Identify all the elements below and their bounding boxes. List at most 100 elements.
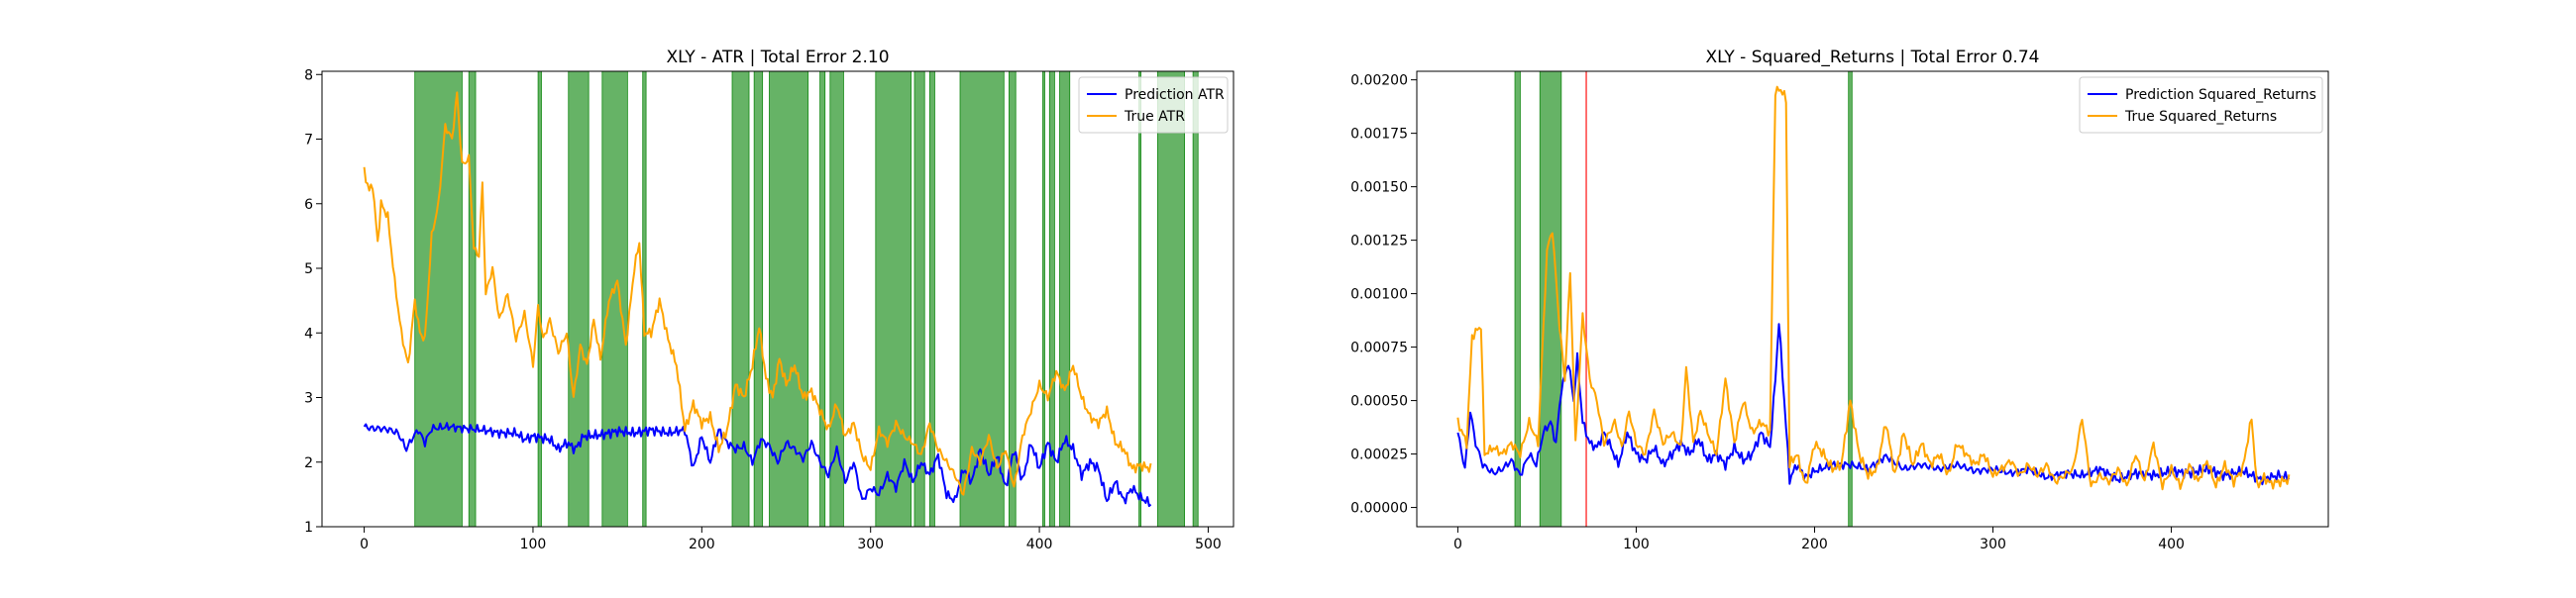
y-tick: 0.00000 [1350, 501, 1417, 517]
legend-frame [1078, 76, 1229, 134]
x-tick-label: 0 [360, 537, 369, 552]
shaded-region [753, 71, 764, 527]
shaded-region [913, 71, 925, 527]
legend-label: True Squared_Returns [2124, 109, 2277, 125]
x-tick-label: 400 [2158, 537, 2185, 552]
shaded-region [959, 71, 1005, 527]
shaded-region [928, 71, 935, 527]
y-tick: 1 [304, 520, 322, 536]
shaded-region [1048, 71, 1055, 527]
shaded-region [829, 71, 844, 527]
x-tick: 500 [1195, 527, 1222, 552]
y-tick-label: 0.00075 [1350, 341, 1408, 356]
legend: Prediction Squared_Returns True Squared_R… [2079, 76, 2323, 134]
y-tick: 4 [304, 326, 322, 342]
shaded-region [1156, 71, 1185, 527]
series-line-true [1456, 85, 2291, 491]
shaded-region [414, 71, 463, 527]
x-tick: 400 [2158, 527, 2185, 552]
x-tick: 200 [1801, 527, 1828, 552]
atr-chart: XLY - ATR | Total Error 2.10 0 100 200 300 4… [304, 48, 1234, 552]
x-tick: 400 [1026, 527, 1053, 552]
x-tick-label: 300 [857, 537, 884, 552]
y-tick-label: 4 [304, 326, 313, 342]
y-tick-label: 0.00150 [1350, 180, 1408, 196]
x-tick-label: 100 [520, 537, 547, 552]
y-tick: 8 [304, 67, 322, 83]
x-tick: 200 [689, 527, 715, 552]
shaded-region [1042, 71, 1045, 527]
y-tick: 0.00175 [1350, 127, 1417, 143]
squared-returns-chart: XLY - Squared_Returns | Total Error 0.74… [1350, 48, 2329, 552]
series-line-prediction [1456, 323, 2291, 486]
shaded-region [1192, 71, 1199, 527]
y-tick: 0.00125 [1350, 234, 1417, 249]
y-tick: 7 [304, 133, 322, 149]
x-tick-label: 400 [1026, 537, 1053, 552]
y-tick: 5 [304, 261, 322, 277]
y-tick: 0.00075 [1350, 341, 1417, 356]
shaded-region [1514, 71, 1521, 527]
y-tick-label: 0.00000 [1350, 501, 1408, 517]
y-tick: 2 [304, 455, 322, 471]
shaded-region [875, 71, 912, 527]
x-tick: 100 [520, 527, 547, 552]
shaded-region [1539, 71, 1562, 527]
shaded-region [468, 71, 477, 527]
y-tick-label: 0.00175 [1350, 127, 1408, 143]
shaded-region [1009, 71, 1017, 527]
y-tick: 6 [304, 197, 322, 213]
shaded-region [769, 71, 809, 527]
x-tick-label: 0 [1453, 537, 1462, 552]
x-tick-label: 200 [1801, 537, 1828, 552]
y-tick: 0.00150 [1350, 180, 1417, 196]
legend: Prediction ATR True ATR [1078, 76, 1229, 134]
plot-area [363, 71, 1199, 527]
y-tick: 0.00200 [1350, 73, 1417, 89]
plot-area [1456, 71, 2291, 527]
shaded-region [568, 71, 590, 527]
legend-frame [2079, 76, 2323, 134]
series-line-true [363, 91, 1152, 496]
y-tick-label: 0.00100 [1350, 287, 1408, 303]
y-tick-label: 0.00125 [1350, 234, 1408, 249]
y-tick-label: 7 [304, 133, 313, 149]
y-tick: 0.00100 [1350, 287, 1417, 303]
y-tick-label: 2 [304, 455, 313, 471]
x-tick: 300 [1980, 527, 2006, 552]
shaded-region [819, 71, 826, 527]
y-tick-label: 0.00025 [1350, 448, 1408, 463]
y-tick-label: 6 [304, 197, 313, 213]
x-tick-label: 500 [1195, 537, 1222, 552]
chart-title: XLY - ATR | Total Error 2.10 [666, 48, 889, 67]
axes-frame [321, 70, 1234, 528]
y-tick: 0.00025 [1350, 448, 1417, 463]
x-tick: 100 [1623, 527, 1650, 552]
y-tick-label: 5 [304, 261, 313, 277]
x-tick-label: 300 [1980, 537, 2006, 552]
y-tick: 3 [304, 391, 322, 407]
y-tick-label: 0.00050 [1350, 394, 1408, 410]
shaded-region [1848, 71, 1853, 527]
y-tick: 0.00050 [1350, 394, 1417, 410]
x-tick-label: 100 [1623, 537, 1650, 552]
shaded-region [1059, 71, 1071, 527]
shaded-region [537, 71, 542, 527]
x-tick: 0 [360, 527, 369, 552]
legend-label: Prediction Squared_Returns [2125, 87, 2316, 103]
chart-title: XLY - Squared_Returns | Total Error 0.74 [1706, 48, 2040, 67]
x-tick: 300 [857, 527, 884, 552]
shaded-region [731, 71, 750, 527]
y-tick-label: 1 [304, 520, 313, 536]
legend-label: Prediction ATR [1125, 87, 1225, 103]
x-tick: 0 [1453, 527, 1462, 552]
axes-frame [1416, 70, 2329, 528]
shaded-region [1138, 71, 1141, 527]
legend-label: True ATR [1124, 109, 1185, 125]
series-line-prediction [363, 422, 1152, 508]
y-tick-label: 3 [304, 391, 313, 407]
y-tick-label: 0.00200 [1350, 73, 1408, 89]
shaded-region [601, 71, 628, 527]
